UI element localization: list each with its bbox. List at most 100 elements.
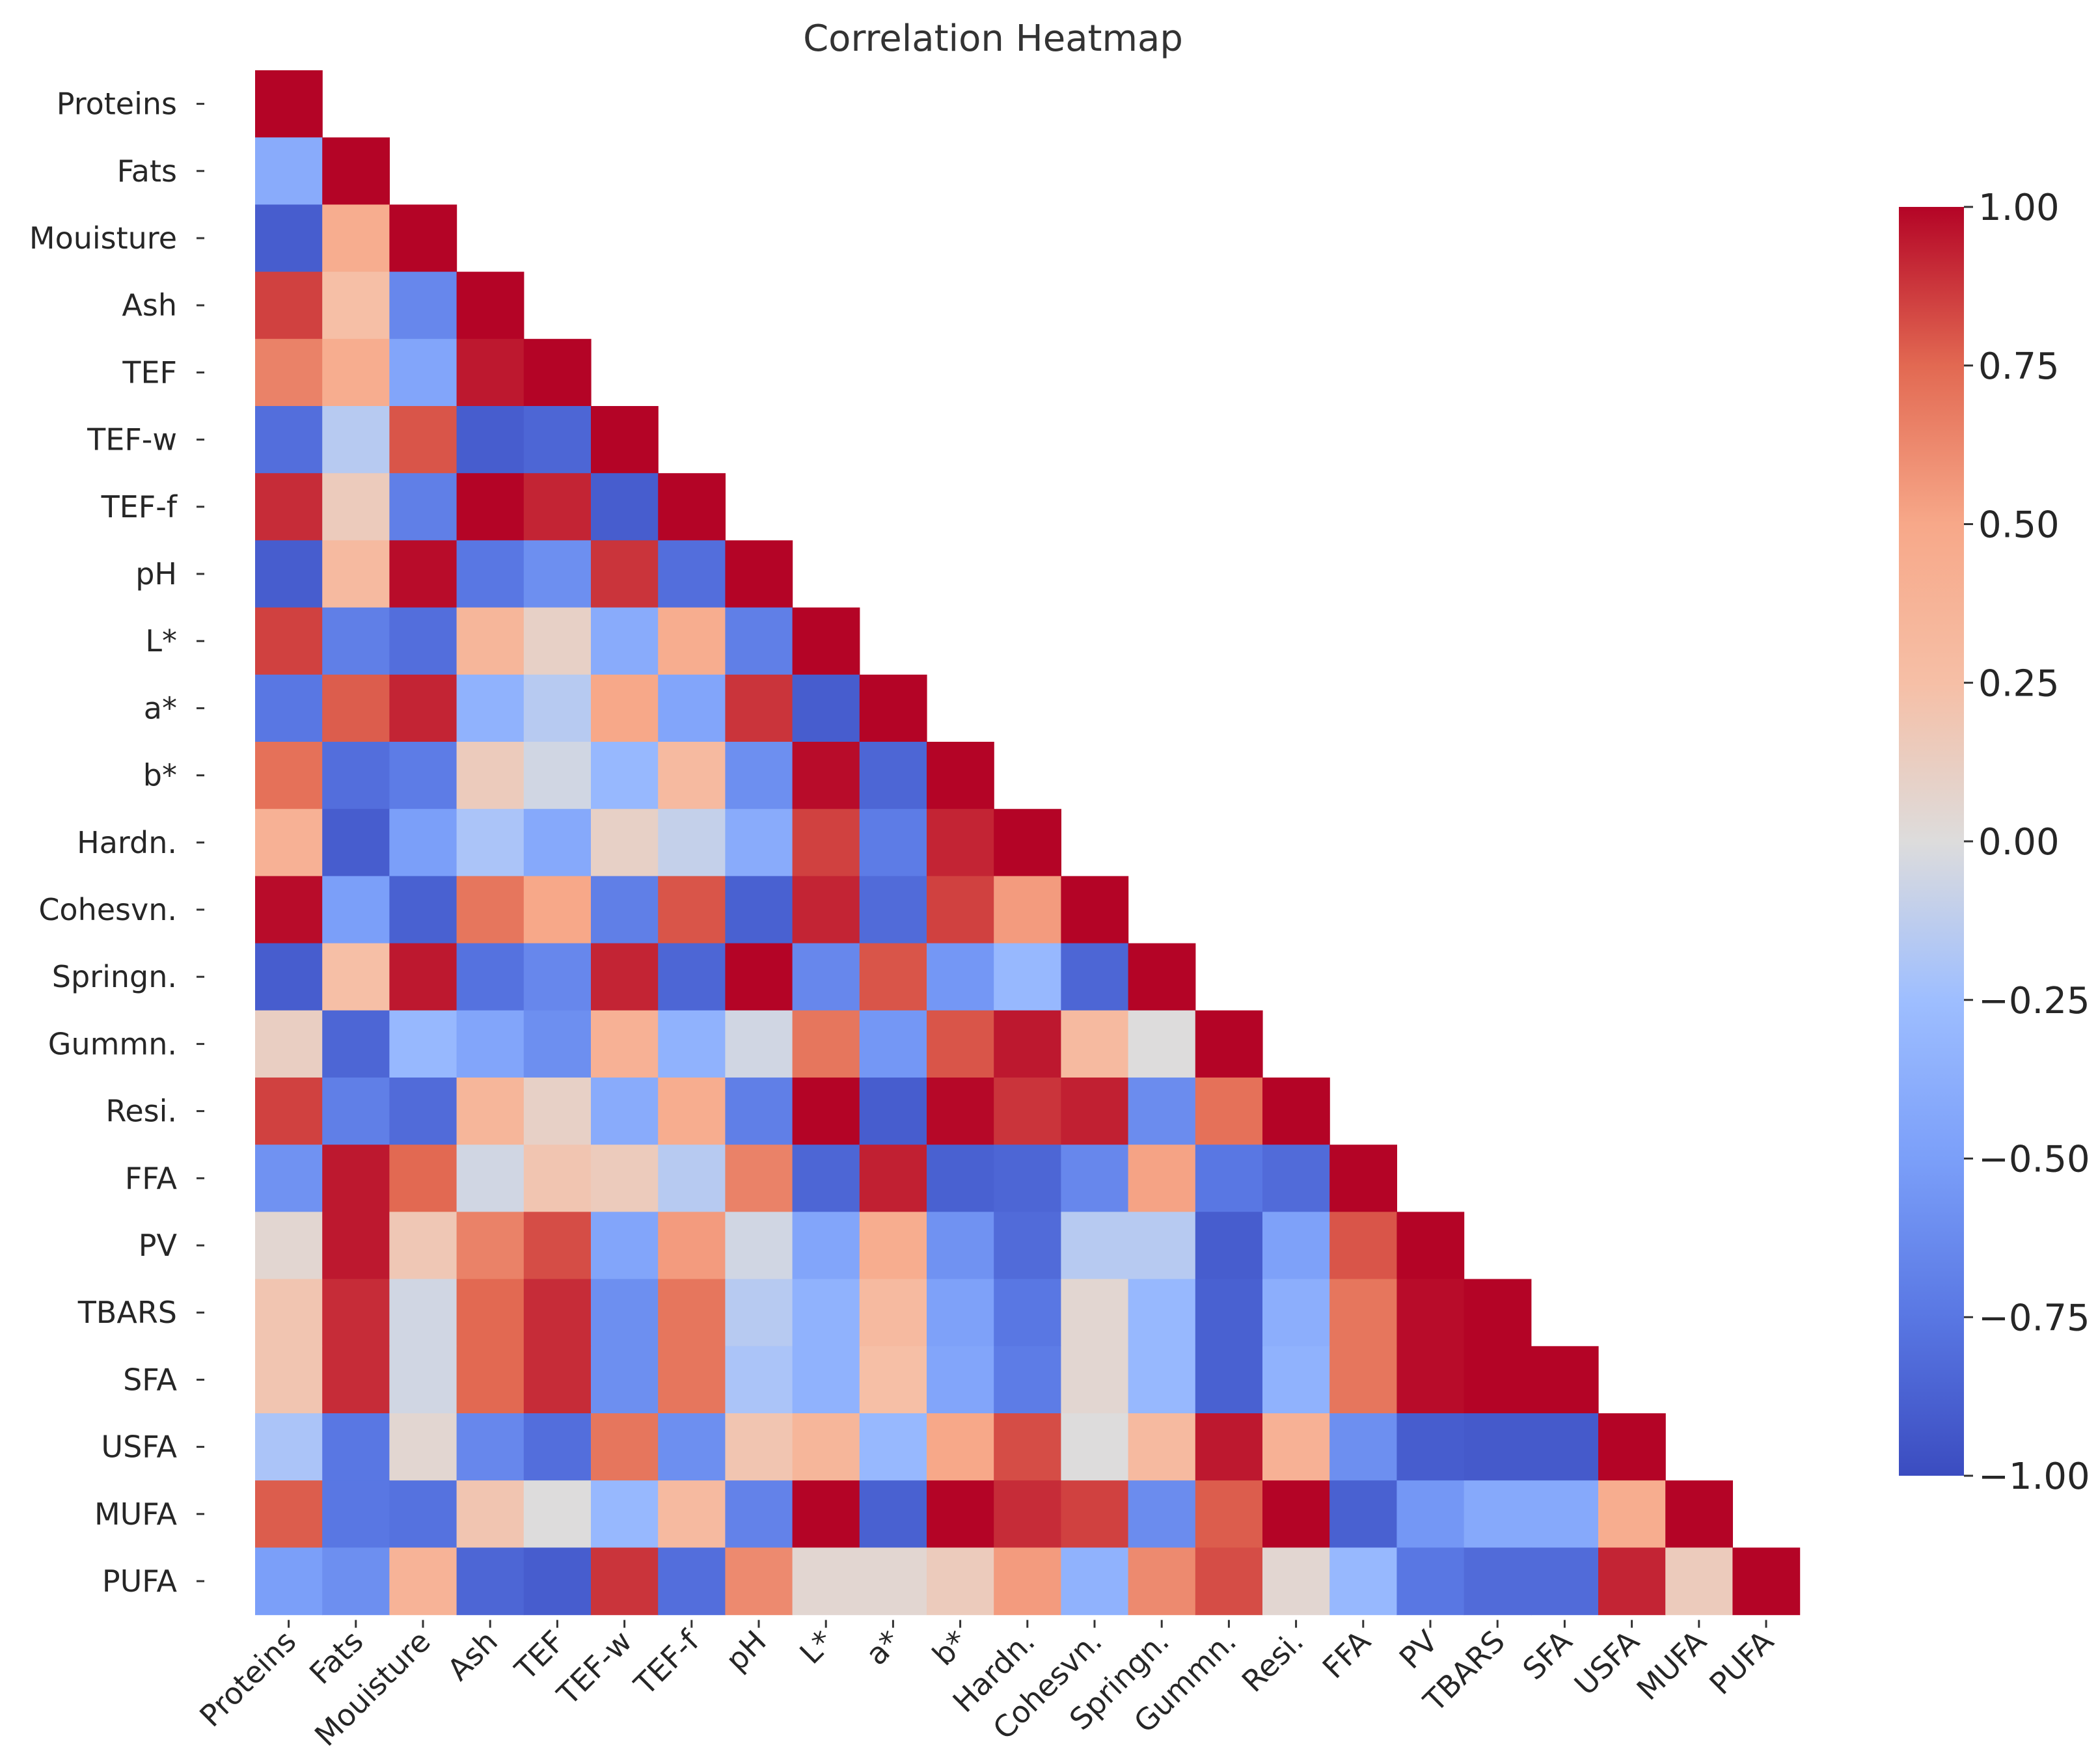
heatmap-cell xyxy=(322,607,390,675)
heatmap-cell xyxy=(456,1413,524,1481)
heatmap-cell xyxy=(792,1279,860,1347)
heatmap-cell xyxy=(1262,1547,1330,1616)
x-tick-label: PUFA xyxy=(1702,1623,1780,1702)
heatmap-cell xyxy=(1061,1010,1129,1078)
heatmap-cell xyxy=(591,1212,659,1280)
heatmap-cell xyxy=(1329,1279,1397,1347)
heatmap-cell xyxy=(859,809,927,876)
heatmap-cell xyxy=(591,943,659,1011)
heatmap-cell xyxy=(1396,1346,1465,1414)
heatmap-cell xyxy=(1128,1010,1196,1078)
heatmap-cell xyxy=(591,473,659,541)
heatmap-cell xyxy=(1128,943,1196,1011)
heatmap-cell xyxy=(859,1480,927,1548)
y-tick-label: a* xyxy=(144,690,177,726)
heatmap-cell xyxy=(859,876,927,944)
heatmap-cell xyxy=(523,473,592,541)
heatmap-cell xyxy=(927,943,994,1011)
y-tick-label: Gummn. xyxy=(48,1026,177,1061)
heatmap-cell xyxy=(322,271,390,340)
heatmap-cell xyxy=(725,876,793,944)
heatmap-cell xyxy=(456,674,524,742)
heatmap-cell xyxy=(322,1078,390,1145)
heatmap-cell xyxy=(1061,1279,1129,1347)
heatmap-cell xyxy=(1329,1480,1397,1548)
heatmap-cell xyxy=(1329,1547,1397,1616)
y-tick-label: Cohesvn. xyxy=(38,892,177,927)
heatmap-cell xyxy=(456,1212,524,1280)
heatmap-cell xyxy=(456,742,524,809)
heatmap-cell xyxy=(322,540,390,608)
heatmap-cell xyxy=(725,674,793,742)
heatmap-cell xyxy=(658,1480,726,1548)
heatmap-cell xyxy=(456,1078,524,1145)
heatmap-cell xyxy=(456,1547,524,1616)
heatmap-cell xyxy=(1396,1413,1465,1481)
heatmap-cell xyxy=(591,1413,659,1481)
x-tick-label: L* xyxy=(793,1623,840,1671)
heatmap-cell xyxy=(859,943,927,1011)
heatmap-cell xyxy=(725,1547,793,1616)
heatmap-cell xyxy=(523,742,592,809)
heatmap-cell xyxy=(792,674,860,742)
heatmap-cell xyxy=(927,1480,994,1548)
heatmap-cell xyxy=(1262,1480,1330,1548)
heatmap-cell xyxy=(1061,1346,1129,1414)
heatmap-cell xyxy=(1128,1279,1196,1347)
x-tick-label: pH xyxy=(718,1623,772,1677)
heatmap-cell xyxy=(859,1212,927,1280)
heatmap-cell xyxy=(255,473,323,541)
heatmap-cell xyxy=(658,1346,726,1414)
heatmap-cell xyxy=(1262,1078,1330,1145)
heatmap-cell xyxy=(927,1346,994,1414)
heatmap-cell xyxy=(389,271,457,340)
heatmap-cell xyxy=(456,876,524,944)
heatmap-cell xyxy=(859,1413,927,1481)
colorbar-tick-label: −1.00 xyxy=(1978,1456,2090,1498)
heatmap-cell xyxy=(994,1346,1061,1414)
heatmap-cell xyxy=(725,607,793,675)
heatmap-cell xyxy=(1598,1413,1666,1481)
colorbar-tick-label: −0.50 xyxy=(1978,1139,2090,1181)
heatmap-cell xyxy=(389,406,457,474)
heatmap-cell xyxy=(1262,1413,1330,1481)
heatmap-cell xyxy=(658,876,726,944)
heatmap-cell xyxy=(994,876,1061,944)
heatmap-cell xyxy=(1061,1078,1129,1145)
heatmap-cell xyxy=(389,1145,457,1212)
heatmap-cell xyxy=(389,1279,457,1347)
heatmap-cell xyxy=(1665,1547,1733,1616)
heatmap-cell xyxy=(1128,1480,1196,1548)
heatmap-cell xyxy=(255,1547,323,1616)
heatmap-cell xyxy=(389,809,457,876)
heatmap-cell xyxy=(591,742,659,809)
heatmap-cell xyxy=(1128,1413,1196,1481)
heatmap-cell xyxy=(322,473,390,541)
heatmap-cell xyxy=(389,1212,457,1280)
y-tick-label: Hardn. xyxy=(77,825,177,860)
heatmap-cell xyxy=(523,1279,592,1347)
heatmap-cell xyxy=(994,809,1061,876)
heatmap-cell xyxy=(725,742,793,809)
y-tick-label: Springn. xyxy=(52,959,177,994)
heatmap-cell xyxy=(1061,1547,1129,1616)
x-tick-label: a* xyxy=(859,1623,907,1672)
heatmap-cell xyxy=(1128,1547,1196,1616)
heatmap-cell xyxy=(389,943,457,1011)
colorbar-ticks: 1.00 0.75 0.50 0.25 0.00 −0.25 −0.50 −0.75 −1.00 xyxy=(1964,187,2090,1498)
heatmap-cell xyxy=(591,540,659,608)
heatmap-cell xyxy=(859,674,927,742)
heatmap-cell xyxy=(994,1212,1061,1280)
heatmap-cell xyxy=(725,1078,793,1145)
heatmap-cell xyxy=(792,1480,860,1548)
heatmap-cell xyxy=(1396,1212,1465,1280)
y-tick-label: PUFA xyxy=(102,1564,178,1599)
heatmap-cell xyxy=(591,1078,659,1145)
colorbar-tick-label: 0.50 xyxy=(1978,504,2060,547)
heatmap-cell xyxy=(1464,1480,1532,1548)
heatmap-cell xyxy=(725,1010,793,1078)
heatmap-cell xyxy=(255,742,323,809)
heatmap-cell xyxy=(1531,1480,1599,1548)
heatmap-cell xyxy=(927,1413,994,1481)
